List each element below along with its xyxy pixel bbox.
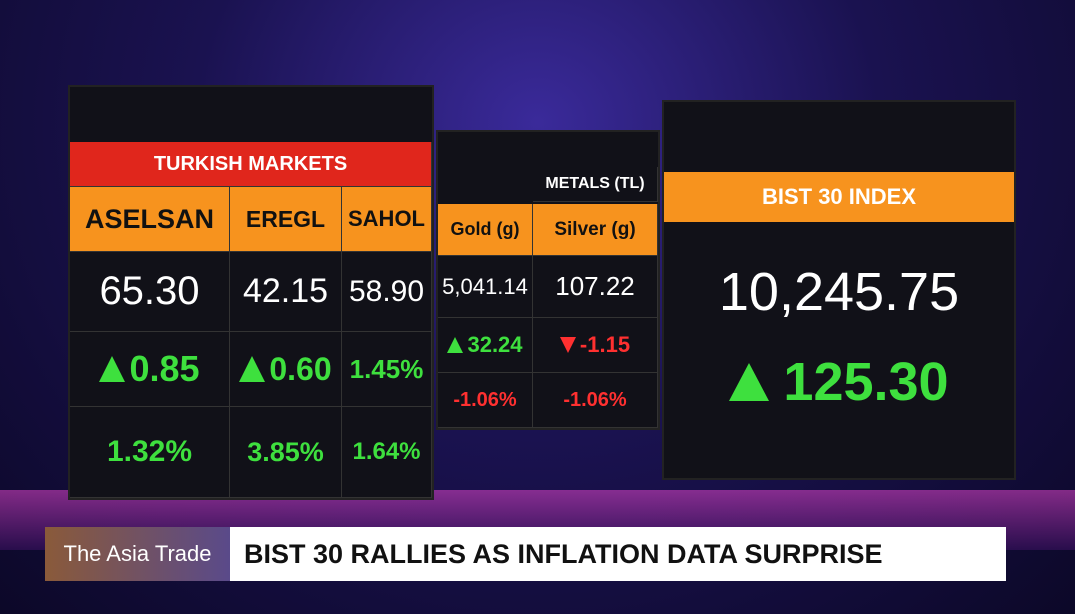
index-panel: BIST 30 INDEX 10,245.75 125.30 — [662, 100, 1016, 480]
stock-change: 0.85 — [70, 332, 230, 407]
metal-name: Gold (g) — [438, 204, 533, 256]
stock-change: 1.45% — [342, 332, 432, 407]
change-value: 32.24 — [467, 332, 523, 357]
metal-price: 5,041.14 — [438, 256, 533, 318]
up-arrow — [99, 356, 126, 382]
metal-name: Silver (g) — [533, 204, 658, 256]
stock-percent: 3.85% — [230, 407, 342, 498]
turkish-markets-panel: TURKISH MARKETS ASELSAN EREGL SAHOL 65.3… — [68, 85, 434, 500]
change-value: -1.15 — [579, 332, 631, 357]
stock-percent: 1.64% — [342, 407, 432, 498]
metal-percent: -1.06% — [533, 373, 658, 428]
stock-name: SAHOL — [342, 187, 432, 252]
index-value: 10,245.75 — [718, 262, 960, 322]
stock-price: 42.15 — [230, 252, 342, 332]
metals-panel: METALS (TL) Gold (g) Silver (g) 5,041.14… — [436, 130, 660, 430]
stock-percent: 1.32% — [70, 407, 230, 498]
metal-change: 32.24 — [438, 318, 533, 373]
change-value: 0.60 — [269, 350, 332, 387]
stock-name: EREGL — [230, 187, 342, 252]
up-arrow — [447, 337, 464, 353]
stock-change: 0.60 — [230, 332, 342, 407]
up-arrow — [729, 363, 770, 401]
stock-name: ASELSAN — [70, 187, 230, 252]
stock-price: 58.90 — [342, 252, 432, 332]
panel-title: BIST 30 INDEX — [664, 172, 1014, 222]
up-arrow — [239, 356, 266, 382]
stock-price: 65.30 — [70, 252, 230, 332]
metal-percent: -1.06% — [438, 373, 533, 428]
index-change: 125.30 — [664, 342, 1014, 422]
headline: BIST 30 RALLIES AS INFLATION DATA SURPRI… — [230, 527, 1006, 581]
metal-price: 107.22 — [533, 256, 658, 318]
show-name: The Asia Trade — [45, 527, 230, 581]
change-value: 0.85 — [129, 348, 200, 389]
change-value: 125.30 — [783, 352, 949, 412]
panel-title: METALS (TL) — [533, 167, 658, 202]
metal-change: -1.15 — [533, 318, 658, 373]
panel-title: TURKISH MARKETS — [70, 142, 432, 187]
down-arrow — [559, 337, 576, 353]
